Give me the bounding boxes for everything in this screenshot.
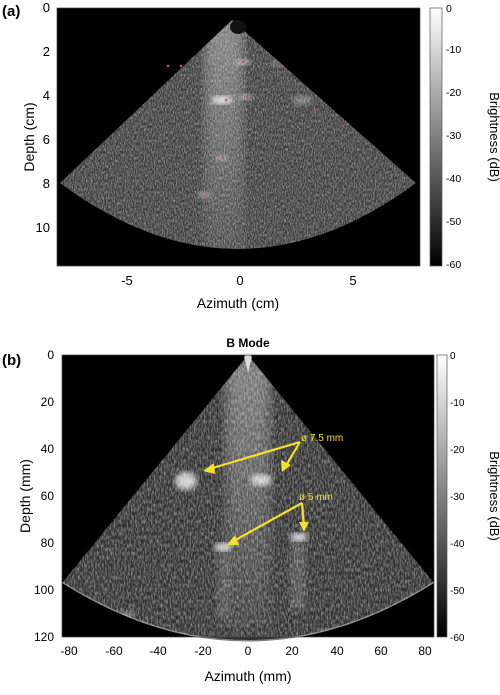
marker: [280, 64, 284, 68]
annotation-arrowhead: [203, 463, 215, 474]
panel-b: (b) B Mode ø 7.5 mm: [2, 336, 500, 684]
x-tick-label: -5: [121, 273, 133, 288]
target-markers: [166, 60, 345, 198]
panel-title: B Mode: [226, 336, 270, 350]
annotation-arrow: [205, 440, 301, 472]
y-ticks-a: 0 2 4 6 8 10: [36, 0, 50, 235]
colorbar-tick-label: -40: [450, 539, 465, 550]
colorbar-tick-label: -50: [446, 216, 461, 228]
panel-label: (a): [2, 3, 20, 20]
y-tick-label: 2: [43, 44, 50, 59]
probe-apex: [244, 352, 252, 372]
y-tick-label: 4: [43, 88, 50, 103]
x-tick-label: 20: [285, 644, 299, 658]
marker: [203, 194, 207, 198]
x-tick-label: -60: [105, 644, 123, 658]
panel-label: (b): [2, 352, 21, 369]
colorbar-a: [429, 7, 443, 267]
colorbar-tick-label: 0: [450, 351, 456, 362]
panel-a: (a): [2, 0, 500, 311]
colorbar-label-b: Brightness (dB): [487, 451, 500, 541]
x-axis-label-b: Azimuth (mm): [204, 668, 291, 684]
colorbar-tick-label: -10: [446, 44, 461, 56]
colorbar-tick-label: -50: [450, 586, 465, 597]
colorbar-ticks-a: 0 -10 -20 -30 -40 -50 -60: [446, 3, 461, 271]
y-tick-label: 60: [41, 489, 55, 503]
colorbar-tick-label: 0: [446, 3, 452, 15]
x-ticks-a: -5 0 5: [121, 273, 356, 288]
probe-dead-zone: [230, 20, 246, 34]
x-tick-label: 40: [330, 644, 344, 658]
x-tick-label: 60: [374, 644, 388, 658]
colorbar-tick-label: -60: [450, 633, 465, 644]
colorbar-tick-label: -10: [450, 398, 465, 409]
y-tick-label: 40: [41, 442, 55, 456]
y-axis-label-a: Depth (cm): [21, 102, 37, 171]
x-tick-label: -80: [60, 644, 78, 658]
y-tick-label: 20: [41, 395, 55, 409]
x-tick-label: 0: [236, 273, 243, 288]
y-tick-label: 0: [47, 348, 54, 362]
marker: [166, 64, 170, 68]
colorbar-label-a: Brightness (dB): [487, 92, 500, 182]
marker: [245, 95, 249, 99]
y-axis-label-b: Depth (mm): [17, 459, 33, 533]
x-ticks-b: -80 -60 -40 -20 0 20 40 60 80: [60, 644, 432, 658]
x-tick-label: -20: [194, 644, 212, 658]
colorbar-tick-label: -20: [446, 87, 461, 99]
marker: [241, 60, 245, 64]
x-tick-label: 5: [349, 273, 356, 288]
marker: [341, 124, 345, 128]
axes-frame-a: [56, 7, 421, 267]
x-tick-label: -40: [149, 644, 167, 658]
y-tick-label: 120: [34, 630, 54, 644]
axes-frame-b: [61, 354, 435, 638]
annotation-arrowhead: [227, 535, 239, 545]
colorbar-tick-label: -40: [446, 173, 461, 185]
x-tick-label: 0: [245, 644, 252, 658]
annotation-arrow: [229, 502, 303, 544]
y-tick-label: 0: [43, 0, 50, 15]
colorbar-b: [436, 354, 448, 638]
y-tick-label: 8: [43, 176, 50, 191]
marker: [313, 108, 317, 112]
annotation-arrowhead: [299, 522, 309, 532]
y-tick-label: 10: [36, 220, 50, 235]
annotation-arrowhead: [281, 460, 291, 472]
diameter-annotations: [203, 440, 309, 545]
y-tick-label: 80: [41, 536, 55, 550]
marker: [179, 64, 183, 68]
y-tick-label: 6: [43, 132, 50, 147]
colorbar-tick-label: -30: [450, 492, 465, 503]
annotation-label-large: ø 7.5 mm: [301, 433, 343, 444]
marker: [224, 98, 228, 102]
colorbar-tick-label: -60: [446, 259, 461, 271]
marker: [221, 156, 225, 160]
y-tick-label: 100: [34, 583, 54, 597]
colorbar-tick-label: -20: [450, 445, 465, 456]
x-axis-label-a: Azimuth (cm): [197, 295, 279, 311]
annotation-label-small: ø 5 mm: [299, 492, 333, 503]
y-ticks-b: 0 20 40 60 80 100 120: [34, 348, 54, 644]
colorbar-tick-label: -30: [446, 130, 461, 142]
x-tick-label: 80: [418, 644, 432, 658]
colorbar-ticks-b: 0 -10 -20 -30 -40 -50 -60: [450, 351, 465, 644]
